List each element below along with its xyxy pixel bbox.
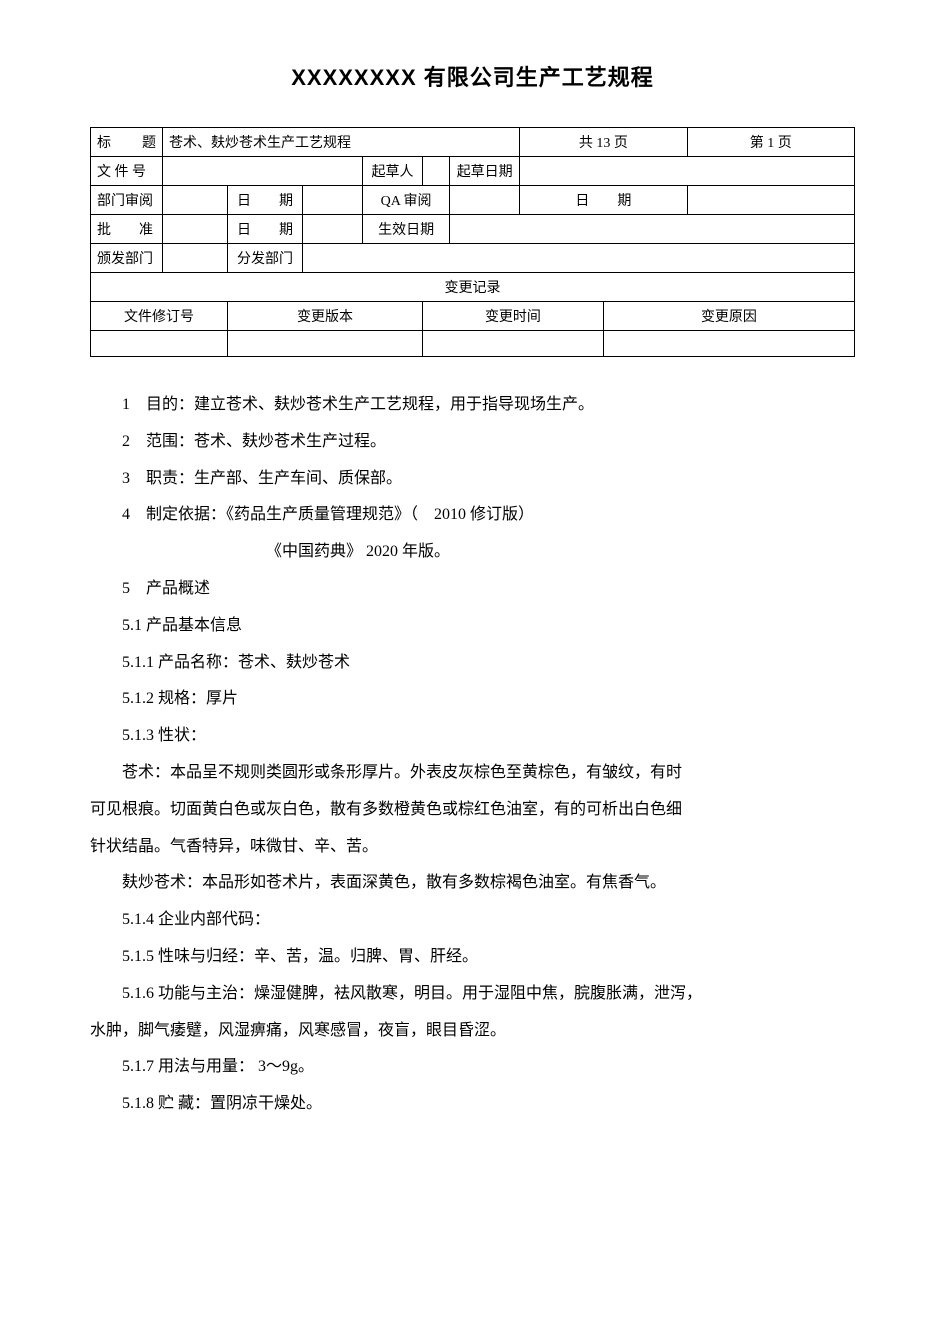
- label-date-1: 日 期: [228, 186, 303, 215]
- section-5-1-3-line-c: 针状结晶。气香特异，味微甘、辛、苦。: [90, 829, 855, 866]
- document-title: XXXXXXXX 有限公司生产工艺规程: [90, 60, 855, 92]
- header-row-7: 文件修订号 变更版本 变更时间 变更原因: [91, 302, 855, 331]
- label-file-no: 文 件 号: [91, 157, 163, 186]
- label-revision-no: 文件修订号: [91, 302, 228, 331]
- document-body: 1 目的：建立苍术、麸炒苍术生产工艺规程，用于指导现场生产。 2 范围：苍术、麸…: [90, 387, 855, 1123]
- title-value: 苍术、麸炒苍术生产工艺规程: [163, 128, 520, 157]
- section-5-1-4: 5.1.4 企业内部代码：: [90, 902, 855, 939]
- section-5-1-6: 5.1.6 功能与主治：燥湿健脾，袪风散寒，明目。用于湿阻中焦，脘腹胀满，泄泻，: [90, 976, 855, 1013]
- label-qa-review: QA 审阅: [363, 186, 450, 215]
- label-approve: 批 准: [91, 215, 163, 244]
- label-change-reason: 变更原因: [603, 302, 854, 331]
- draft-date-value: [520, 157, 855, 186]
- label-issue-dept: 颁发部门: [91, 244, 163, 273]
- page-num: 第 1 页: [687, 128, 854, 157]
- section-2-scope: 2 范围：苍术、麸炒苍术生产过程。: [90, 424, 855, 461]
- section-5-1: 5.1 产品基本信息: [90, 608, 855, 645]
- section-5-1-8: 5.1.8 贮 藏：置阴凉干燥处。: [90, 1086, 855, 1123]
- change-reason-value: [603, 331, 854, 357]
- section-1-purpose: 1 目的：建立苍术、麸炒苍术生产工艺规程，用于指导现场生产。: [90, 387, 855, 424]
- drafter-value: [423, 157, 450, 186]
- section-5-1-3: 5.1.3 性状：: [90, 718, 855, 755]
- date-2-value: [687, 186, 854, 215]
- date-1-value: [303, 186, 363, 215]
- change-record-heading: 变更记录: [91, 273, 855, 302]
- label-date-3: 日 期: [228, 215, 303, 244]
- label-title: 标 题: [91, 128, 163, 157]
- label-version: 变更版本: [228, 302, 423, 331]
- header-row-8: [91, 331, 855, 357]
- label-change-time: 变更时间: [423, 302, 604, 331]
- issue-dept-value: [163, 244, 228, 273]
- label-dept-review: 部门审阅: [91, 186, 163, 215]
- section-4-basis: 4 制定依据：《药品生产质量管理规范》（ 2010 修订版）: [90, 497, 855, 534]
- section-4-basis-line2: 《中国药典》 2020 年版。: [90, 534, 855, 571]
- section-5-1-3-line-a: 苍术：本品呈不规则类圆形或条形厚片。外表皮灰棕色至黄棕色，有皱纹，有时: [90, 755, 855, 792]
- qa-review-value: [450, 186, 520, 215]
- change-time-value: [423, 331, 604, 357]
- label-effective-date: 生效日期: [363, 215, 450, 244]
- dist-dept-value: [303, 244, 855, 273]
- label-draft-date: 起草日期: [450, 157, 520, 186]
- header-table: 标 题 苍术、麸炒苍术生产工艺规程 共 13 页 第 1 页 文 件 号 起草人…: [90, 127, 855, 357]
- section-5-1-3-line-b: 可见根痕。切面黄白色或灰白色，散有多数橙黄色或棕红色油室，有的可析出白色细: [90, 792, 855, 829]
- page-total: 共 13 页: [520, 128, 687, 157]
- header-row-3: 部门审阅 日 期 QA 审阅 日 期: [91, 186, 855, 215]
- file-no-value: [163, 157, 363, 186]
- section-5-1-6-line-b: 水肿，脚气痿躄，风湿痹痛，风寒感冒，夜盲，眼目昏涩。: [90, 1013, 855, 1050]
- section-5-1-7: 5.1.7 用法与用量： 3～9g。: [90, 1049, 855, 1086]
- revision-no-value: [91, 331, 228, 357]
- label-drafter: 起草人: [363, 157, 423, 186]
- label-date-2: 日 期: [520, 186, 687, 215]
- header-row-1: 标 题 苍术、麸炒苍术生产工艺规程 共 13 页 第 1 页: [91, 128, 855, 157]
- section-5-1-2: 5.1.2 规格：厚片: [90, 681, 855, 718]
- date-3-value: [303, 215, 363, 244]
- dept-review-value: [163, 186, 228, 215]
- header-row-6: 变更记录: [91, 273, 855, 302]
- header-row-4: 批 准 日 期 生效日期: [91, 215, 855, 244]
- approve-value: [163, 215, 228, 244]
- section-5-1-3-line-d: 麸炒苍术：本品形如苍术片，表面深黄色，散有多数棕褐色油室。有焦香气。: [90, 865, 855, 902]
- version-value: [228, 331, 423, 357]
- section-5-1-1: 5.1.1 产品名称：苍术、麸炒苍术: [90, 645, 855, 682]
- header-row-5: 颁发部门 分发部门: [91, 244, 855, 273]
- section-3-responsibility: 3 职责：生产部、生产车间、质保部。: [90, 461, 855, 498]
- section-5-overview: 5 产品概述: [90, 571, 855, 608]
- label-dist-dept: 分发部门: [228, 244, 303, 273]
- header-row-2: 文 件 号 起草人 起草日期: [91, 157, 855, 186]
- section-5-1-5: 5.1.5 性味与归经：辛、苦，温。归脾、胃、肝经。: [90, 939, 855, 976]
- effective-date-value: [450, 215, 855, 244]
